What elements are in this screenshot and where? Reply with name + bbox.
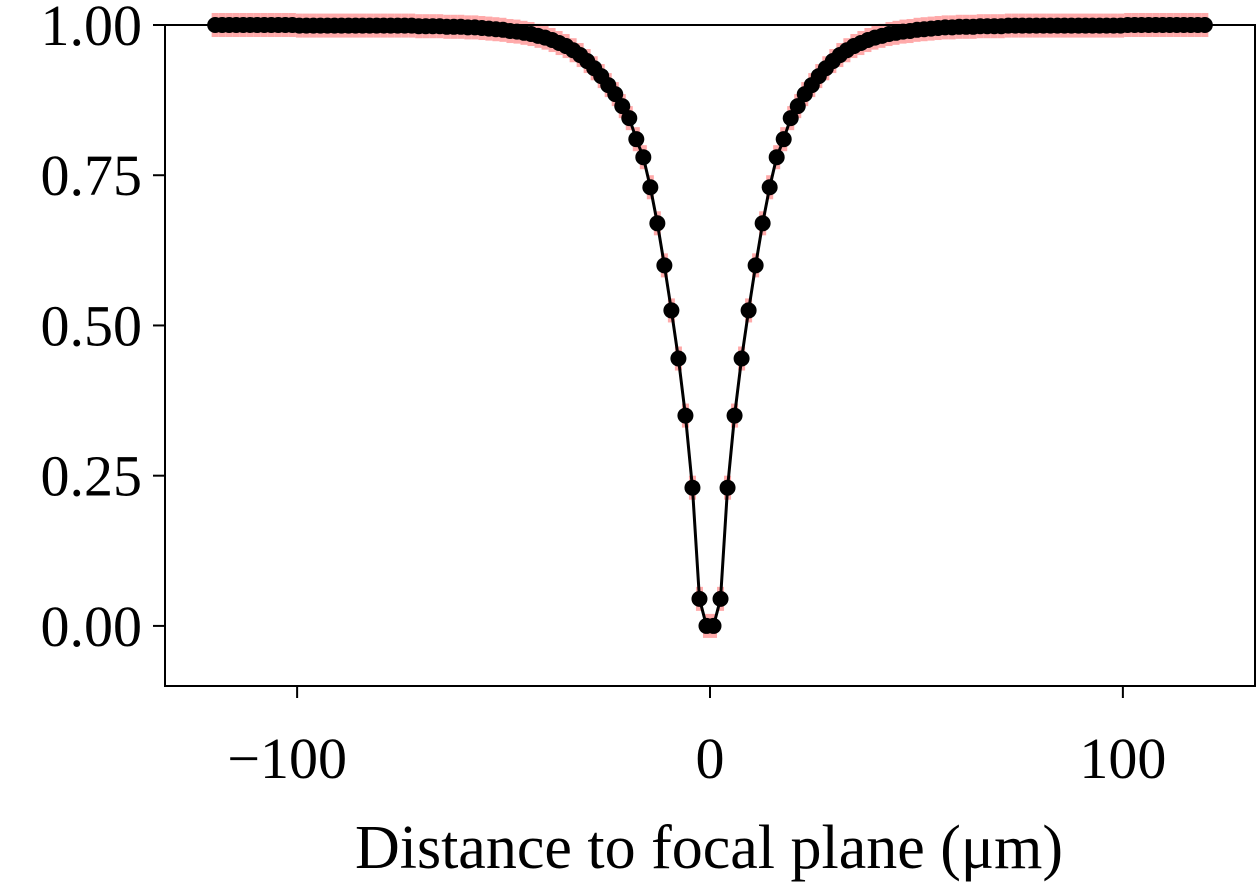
data-point — [789, 98, 806, 115]
x-tick-label: −100 — [227, 726, 347, 791]
data-point — [768, 149, 785, 166]
data-point — [621, 110, 638, 127]
y-tick-label: 0.50 — [41, 293, 143, 358]
data-point — [649, 215, 666, 232]
data-point — [635, 149, 652, 166]
data-point — [656, 257, 673, 274]
data-point — [628, 131, 645, 148]
data-point — [726, 407, 743, 424]
x-tick-label: 0 — [696, 726, 725, 791]
data-point — [747, 257, 764, 274]
data-point — [712, 590, 729, 607]
plot-frame — [164, 24, 1256, 687]
data-point — [719, 479, 736, 496]
data-point — [782, 110, 799, 127]
data-point — [775, 131, 792, 148]
data-line — [215, 23, 1205, 628]
data-point — [733, 350, 750, 367]
x-tick-label: 100 — [1079, 726, 1166, 791]
data-point — [607, 86, 624, 103]
data-point — [670, 350, 687, 367]
data-point — [761, 179, 778, 196]
y-tick-label: 0.00 — [41, 594, 143, 659]
data-point — [677, 407, 694, 424]
data-point — [663, 302, 680, 319]
data-point — [740, 302, 757, 319]
y-tick-label: 0.25 — [41, 444, 143, 509]
data-point — [614, 98, 631, 115]
y-tick-label: 0.75 — [41, 143, 143, 208]
data-point — [754, 215, 771, 232]
y-tick-label: 1.00 — [41, 0, 143, 58]
data-point — [684, 479, 701, 496]
data-point — [642, 179, 659, 196]
data-point — [691, 590, 708, 607]
data-point — [705, 617, 722, 634]
x-axis-label: Distance to focal plane (μm) — [355, 814, 1063, 882]
